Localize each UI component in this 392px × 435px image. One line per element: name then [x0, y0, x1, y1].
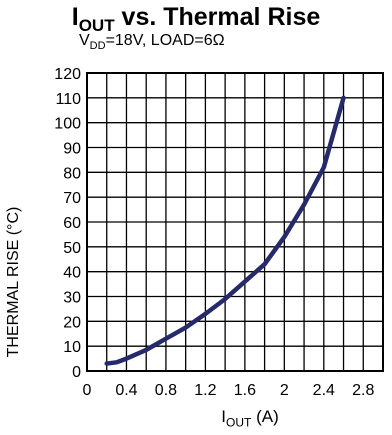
x-axis-label: IOUT (A) — [0, 407, 392, 429]
x-tick-label: 2.4 — [313, 382, 335, 399]
plot-frame — [86, 72, 384, 372]
y-tick-label: 100 — [54, 116, 81, 133]
xlabel-rest: (A) — [251, 407, 279, 426]
xlabel-subscript: OUT — [226, 415, 252, 430]
x-tick-label: 0.4 — [115, 382, 137, 399]
y-tick-label: 30 — [63, 290, 81, 307]
y-tick-label: 70 — [63, 190, 81, 207]
subtitle-v: V — [79, 32, 90, 49]
y-tick-label: 20 — [63, 314, 81, 331]
x-tick-label: 2 — [280, 382, 289, 399]
y-tick-label: 60 — [63, 215, 81, 232]
xlabel-i: I — [221, 407, 226, 426]
chart-subtitle: VDD=18V, LOAD=6Ω — [79, 32, 225, 52]
y-tick-label: 40 — [63, 265, 81, 282]
y-tick-label: 80 — [63, 165, 81, 182]
title-i: I — [71, 3, 79, 31]
x-tick-label: 1.2 — [194, 382, 216, 399]
title-subscript: OUT — [78, 16, 115, 35]
y-tick-label: 10 — [63, 339, 81, 356]
x-tick-label: 1.6 — [234, 382, 256, 399]
y-tick-label: 50 — [63, 240, 81, 257]
y-tick-label: 110 — [55, 91, 81, 108]
x-tick-label: 2.8 — [352, 382, 374, 399]
x-tick-label: 0.8 — [155, 382, 177, 399]
y-tick-label: 90 — [63, 141, 81, 158]
subtitle-rest: =18V, LOAD=6Ω — [105, 32, 225, 49]
subtitle-subscript: DD — [89, 40, 106, 53]
chart-title: IOUT vs. Thermal Rise — [0, 2, 392, 41]
y-tick-label: 120 — [54, 66, 81, 83]
title-rest: vs. Thermal Rise — [114, 3, 321, 31]
series-line — [104, 95, 346, 366]
y-tick-label: 0 — [72, 364, 81, 381]
x-tick-label: 0 — [83, 382, 92, 399]
